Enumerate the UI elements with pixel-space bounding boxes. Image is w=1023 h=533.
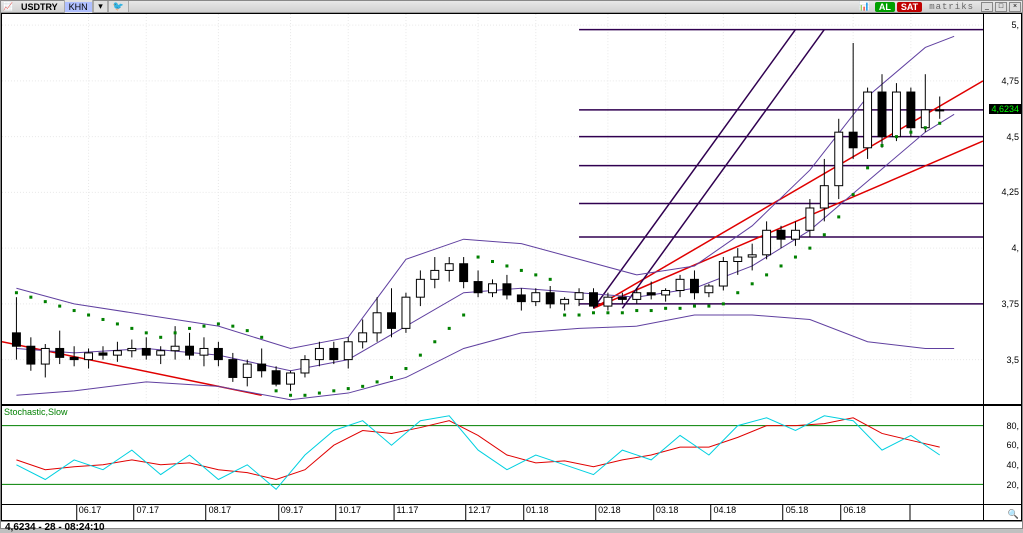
ytick: 4,: [1011, 243, 1019, 253]
xtick: 11.17: [394, 505, 419, 520]
xtick: 10.17: [335, 505, 361, 520]
symbol-label: USDTRY: [15, 2, 64, 12]
sub-ytick: 40,: [1006, 460, 1019, 470]
xtick: 08.17: [206, 505, 232, 520]
ytick: 5,: [1011, 20, 1019, 30]
stochastic-label: Stochastic,Slow: [4, 407, 68, 417]
maximize-button[interactable]: □: [995, 2, 1007, 12]
stochastic-chart[interactable]: Stochastic,Slow: [1, 405, 984, 505]
dropdown-button[interactable]: ▾: [93, 1, 108, 12]
price-tag: 4,6234: [989, 104, 1021, 114]
sub-ytick: 80,: [1006, 421, 1019, 431]
minimize-button[interactable]: _: [981, 2, 993, 12]
stochastic-axis: 20, 40, 60, 80,: [984, 405, 1022, 505]
status-bar: 4,6234 - 28 - 08:24:10: [1, 521, 1022, 533]
main-chart[interactable]: [1, 13, 984, 405]
ytick: 3,75: [1001, 299, 1019, 309]
xtick: 03.18: [653, 505, 679, 520]
sub-ytick: 20,: [1006, 480, 1019, 490]
brand-label: matriks: [923, 2, 980, 12]
xtick: 05.18: [783, 505, 809, 520]
status-text: 4,6234 - 28 - 08:24:10: [5, 522, 105, 533]
xtick: 06.17: [76, 505, 102, 520]
ytick: 4,75: [1001, 76, 1019, 86]
zoom-icon[interactable]: 🔍: [1008, 509, 1019, 520]
toolbar-button-khn[interactable]: KHN: [64, 2, 94, 12]
sub-ytick: 60,: [1006, 440, 1019, 450]
close-button[interactable]: ×: [1009, 2, 1021, 12]
xtick: 04.18: [711, 505, 737, 520]
xtick: 01.18: [523, 505, 549, 520]
xtick: 12.17: [465, 505, 491, 520]
twitter-button[interactable]: 🐦: [108, 1, 129, 12]
xtick: 06.18: [840, 505, 866, 520]
xtick: [909, 505, 912, 520]
xtick: 09.17: [278, 505, 304, 520]
sat-pill: SAT: [897, 2, 922, 12]
chart-window: 📈 USDTRY HAFTLLINKHNSVDSYMTMP ▾ 🐦 📊 AL S…: [0, 0, 1023, 529]
chart-mini-icon: 📊: [855, 1, 874, 12]
time-axis: 06.17 07.17 08.17 09.17 10.17 11.17 12.17 01.18…: [1, 505, 984, 521]
xtick: 07.17: [133, 505, 159, 520]
titlebar: 📈 USDTRY HAFTLLINKHNSVDSYMTMP ▾ 🐦 📊 AL S…: [1, 1, 1022, 13]
price-axis: 3,5 3,75 4, 4,25 4,5 4,75 5, 4,6234: [984, 13, 1022, 405]
app-icon: 📈: [1, 2, 15, 12]
ytick: 3,5: [1006, 355, 1019, 365]
ytick: 4,5: [1006, 132, 1019, 142]
al-pill: AL: [875, 2, 895, 12]
ytick: 4,25: [1001, 187, 1019, 197]
xtick: 02.18: [595, 505, 621, 520]
time-axis-corner: 🔍: [984, 505, 1022, 521]
